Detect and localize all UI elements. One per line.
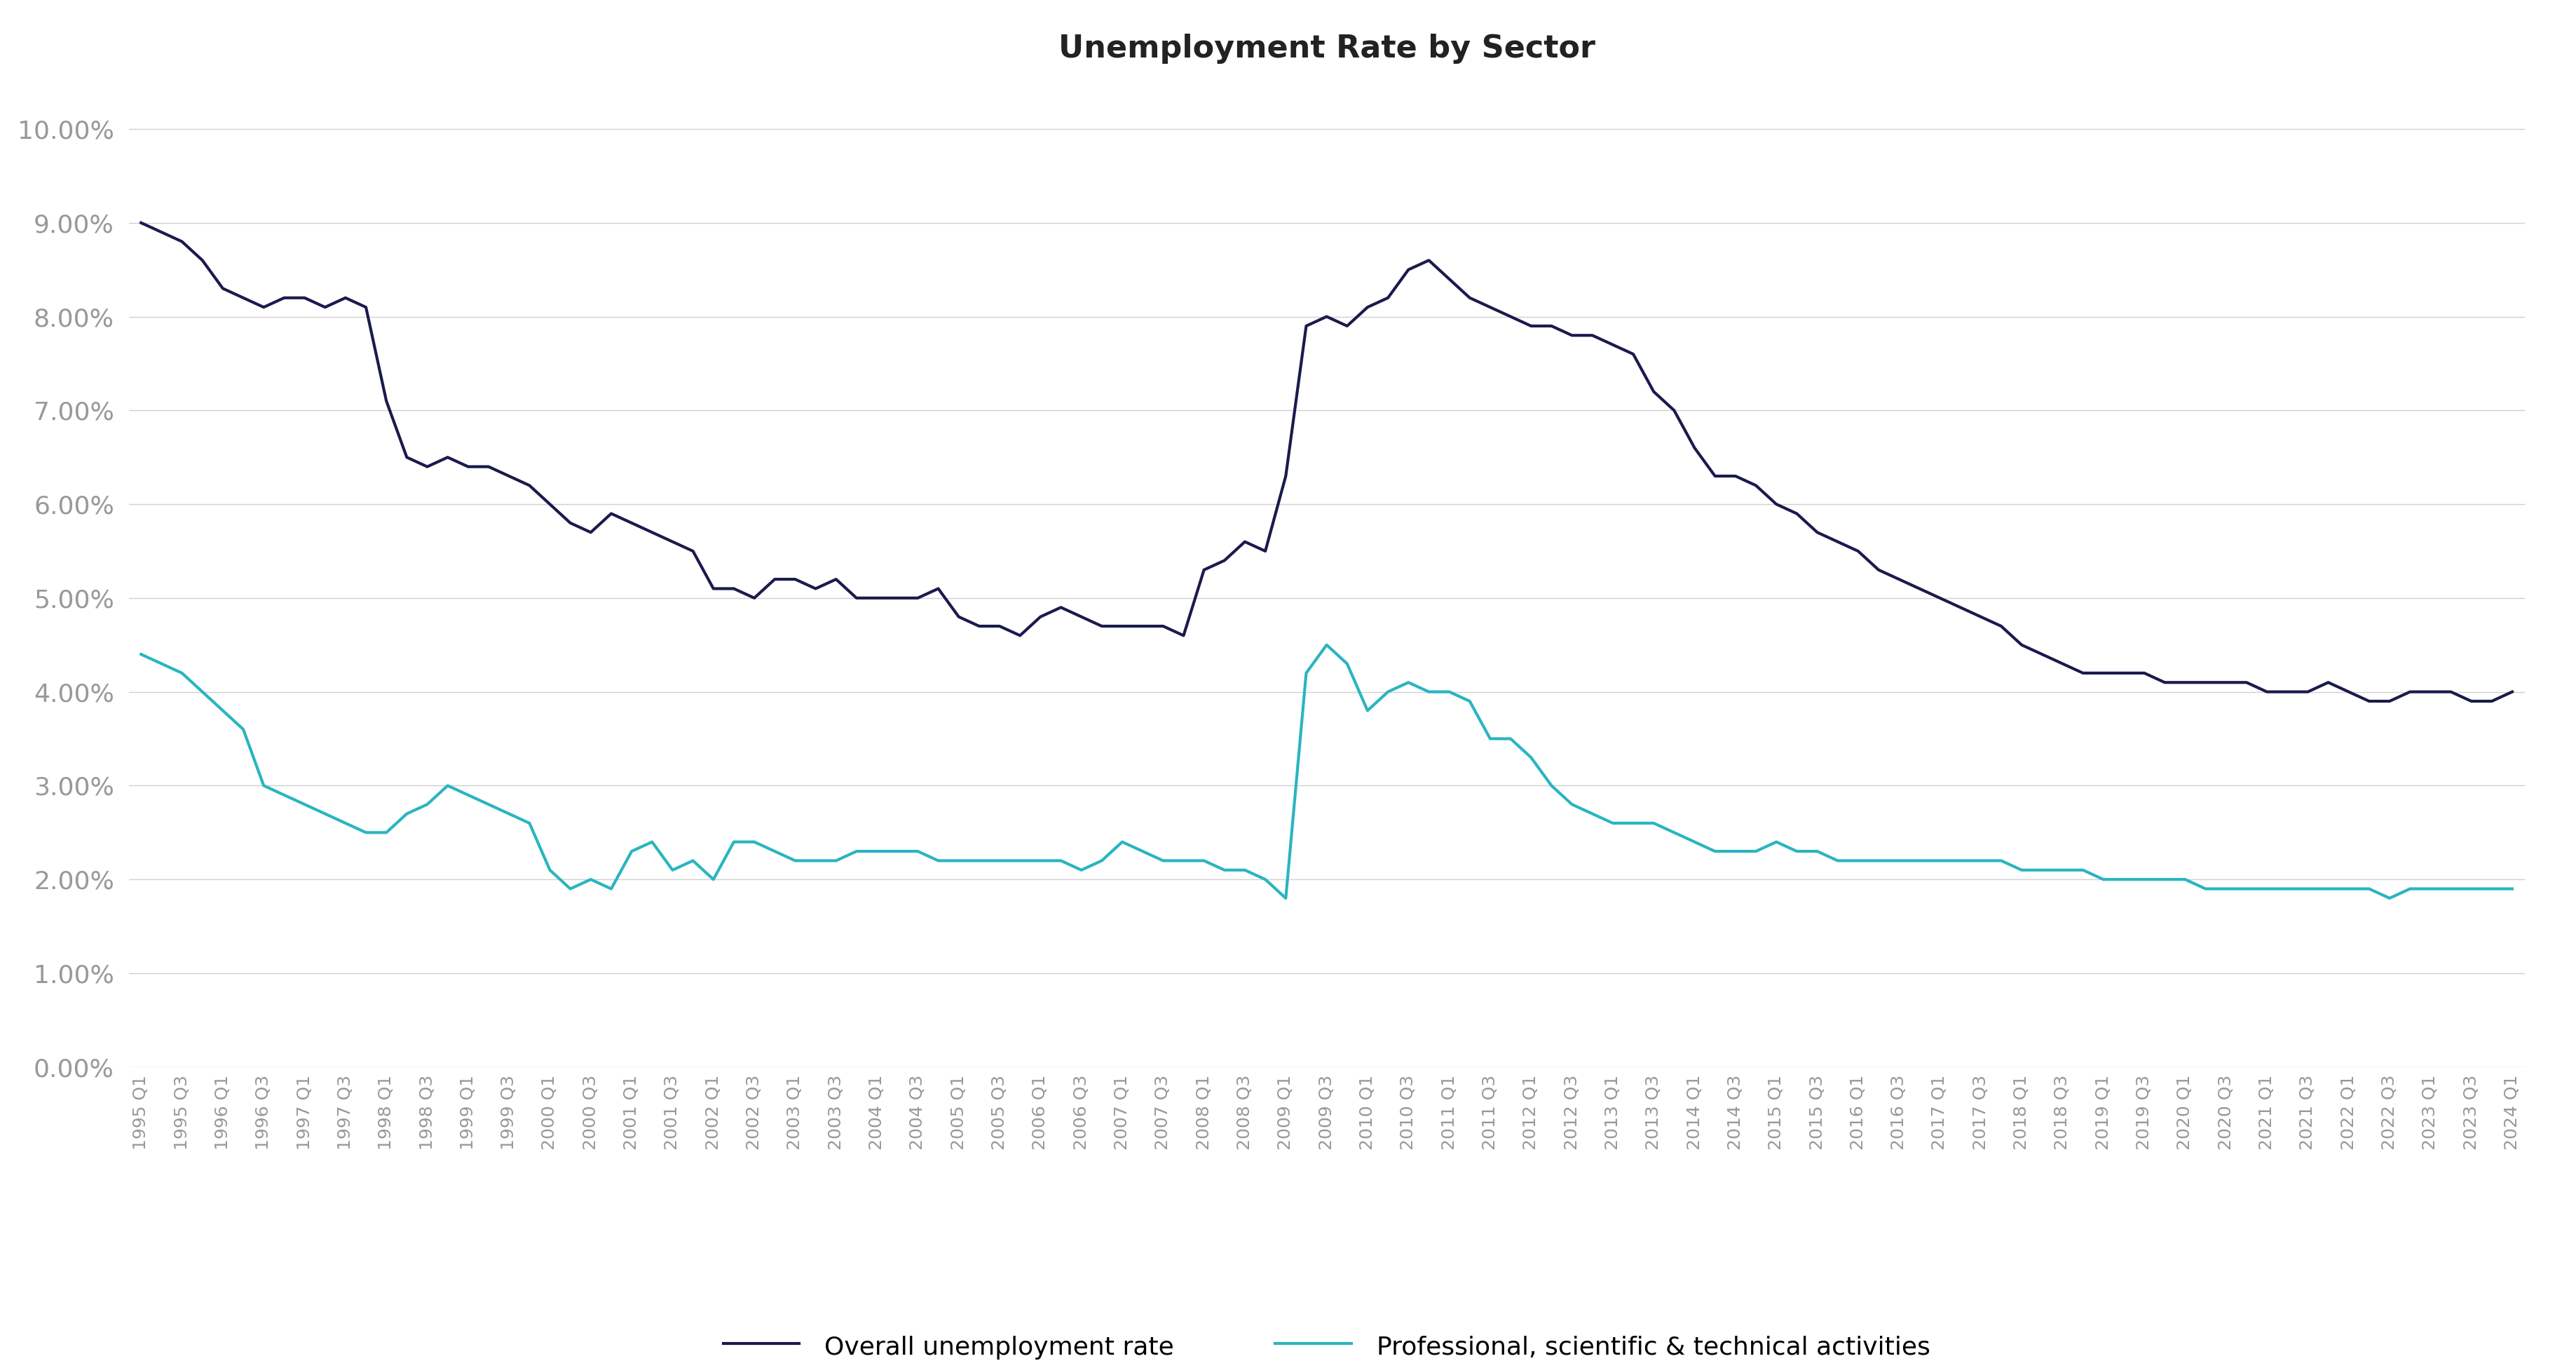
Professional, scientific & technical activities [760,843,791,859]
Overall unemployment rate [126,215,157,231]
Title: Unemployment Rate by Sector: Unemployment Rate by Sector [1059,34,1595,64]
Professional, scientific & technical activities [1311,636,1342,653]
Overall unemployment rate [2496,684,2527,700]
Professional, scientific & technical activities [1188,852,1218,869]
Overall unemployment rate [2354,694,2385,710]
Professional, scientific & technical activities [2496,881,2527,897]
Legend: Overall unemployment rate, Professional, scientific & technical activities: Overall unemployment rate, Professional,… [714,1323,1940,1368]
Overall unemployment rate [760,570,791,587]
Professional, scientific & technical activities [574,871,605,888]
Professional, scientific & technical activities [1270,891,1301,907]
Professional, scientific & technical activities [677,852,708,869]
Overall unemployment rate [2334,684,2365,700]
Overall unemployment rate [616,514,647,531]
Professional, scientific & technical activities [2375,891,2406,907]
Professional, scientific & technical activities [616,843,647,859]
Overall unemployment rate [1188,562,1218,579]
Line: Professional, scientific & technical activities: Professional, scientific & technical act… [142,644,2512,899]
Professional, scientific & technical activities [126,646,157,662]
Overall unemployment rate [677,543,708,560]
Line: Overall unemployment rate: Overall unemployment rate [142,223,2512,702]
Overall unemployment rate [574,524,605,540]
